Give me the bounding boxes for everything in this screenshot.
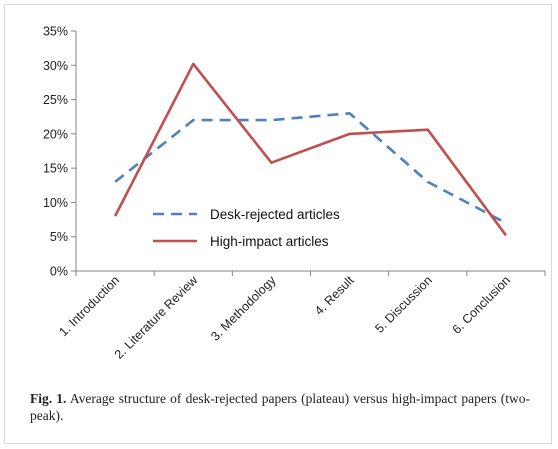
y-tick-label: 5%	[50, 230, 68, 244]
y-tick-label: 0%	[50, 265, 68, 279]
legend: Desk-rejected articles High-impact articl…	[153, 207, 340, 249]
caption-text: Average structure of desk-rejected paper…	[30, 391, 530, 423]
x-tick-label: 4. Result	[312, 273, 357, 318]
y-tick-label: 30%	[43, 59, 68, 73]
x-tick-label: 6. Conclusion	[450, 273, 513, 336]
legend-label-1: Desk-rejected articles	[210, 207, 340, 222]
x-tick-label: 5. Discussion	[372, 273, 434, 335]
y-tick-label: 10%	[43, 196, 68, 210]
y-axis-ticks: 0% 5% 10% 15% 20% 25% 30% 35%	[43, 25, 76, 279]
x-tick-label: 3. Methodology	[208, 273, 279, 344]
caption-label: Fig. 1.	[30, 391, 67, 406]
series-line-2	[113, 62, 507, 237]
series-lines	[113, 62, 507, 237]
legend-label-2: High-impact articles	[210, 234, 329, 249]
y-tick-label: 25%	[43, 93, 68, 107]
y-tick-label: 35%	[43, 25, 68, 39]
y-tick-label: 20%	[43, 127, 68, 141]
x-tick-label: 1. Introduction	[56, 273, 122, 339]
y-tick-label: 15%	[43, 162, 68, 176]
line-chart: 0% 5% 10% 15% 20% 25% 30% 35% 1. Introduction2.…	[43, 25, 546, 362]
x-tick-label: 2. Literature Review	[112, 273, 201, 362]
series-line-1	[114, 112, 507, 225]
figure-frame	[4, 4, 552, 444]
figure-caption: Fig. 1. Average structure of desk-reject…	[30, 390, 530, 424]
